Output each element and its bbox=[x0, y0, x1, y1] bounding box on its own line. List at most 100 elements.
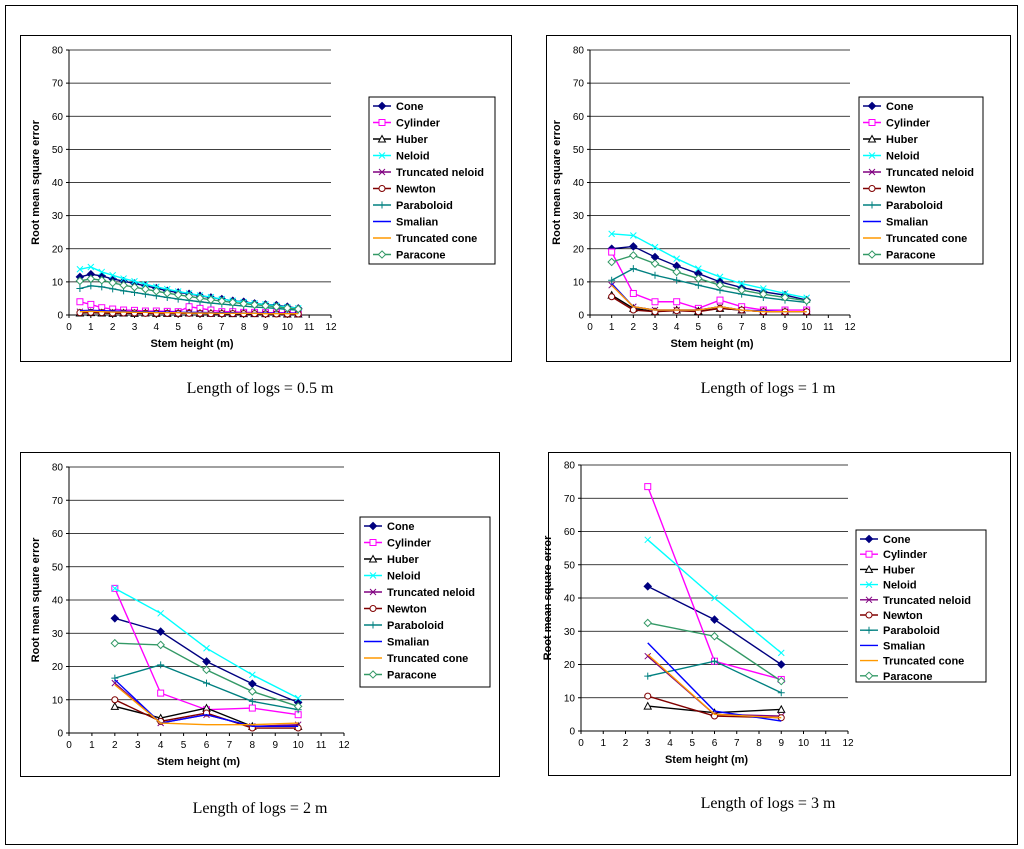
data-point-neloid bbox=[711, 594, 718, 602]
y-axis-label: Root mean square error bbox=[30, 537, 42, 662]
legend-item-smalian: Smalian bbox=[373, 217, 438, 229]
legend-item-neloid: Neloid bbox=[364, 571, 421, 583]
data-point-neloid bbox=[157, 609, 165, 617]
y-tick-label: 20 bbox=[573, 244, 585, 255]
data-point-cone bbox=[248, 679, 257, 689]
data-point-paracone bbox=[195, 293, 205, 303]
legend-label: Paracone bbox=[883, 671, 933, 683]
legend-item-cone: Cone bbox=[364, 521, 415, 533]
x-tick-label: 0 bbox=[66, 740, 72, 751]
chart-panel-3m: 0 10 20 30 40 50 60 70 80 0 1 2 3 4 5 6 7 8 9 10 11 12 Stem he… bbox=[542, 452, 1011, 776]
data-point-paracone bbox=[206, 295, 216, 305]
legend-label: Newton bbox=[886, 184, 926, 196]
y-tick-label: 80 bbox=[52, 463, 64, 474]
series-neloid bbox=[608, 230, 811, 302]
data-point-cylinder bbox=[76, 298, 84, 306]
legend-marker bbox=[378, 201, 386, 209]
legend-label: Cone bbox=[396, 101, 424, 113]
legend-label: Paraboloid bbox=[883, 625, 940, 637]
legend-item-truncated-cone: Truncated cone bbox=[860, 656, 964, 668]
y-tick-label: 50 bbox=[564, 560, 576, 571]
legend-label: Paracone bbox=[396, 250, 446, 262]
x-tick-label: 5 bbox=[696, 322, 702, 333]
chart-panel-1m: 0 10 20 30 40 50 60 70 80 0 1 2 3 4 5 6 7 8 9 10 11 12 Stem he… bbox=[546, 35, 1011, 362]
data-point-neloid bbox=[109, 271, 117, 279]
legend-marker bbox=[377, 134, 387, 143]
data-point-cone bbox=[202, 657, 211, 666]
legend-marker bbox=[865, 626, 873, 634]
legend-item-cylinder: Cylinder bbox=[364, 538, 432, 550]
data-point-paracone bbox=[184, 292, 194, 301]
legend-item-cylinder: Cylinder bbox=[863, 118, 931, 130]
legend-marker bbox=[369, 621, 377, 629]
legend-label: Huber bbox=[387, 554, 420, 566]
axes bbox=[68, 467, 344, 734]
legend-box bbox=[368, 96, 496, 265]
data-point-paracone bbox=[710, 631, 719, 641]
x-tick-label: 3 bbox=[652, 322, 658, 333]
legend-marker bbox=[369, 588, 377, 596]
legend-item-truncated-neloid: Truncated neloid bbox=[364, 587, 475, 599]
legend-item-truncated-cone: Truncated cone bbox=[863, 233, 967, 245]
legend-label: Cone bbox=[886, 101, 914, 113]
legend-marker bbox=[868, 168, 876, 176]
legend-label: Cylinder bbox=[886, 118, 931, 130]
data-point-paracone bbox=[97, 275, 107, 285]
legend-label: Cylinder bbox=[883, 549, 928, 561]
series-line-truncated-cone bbox=[79, 310, 299, 315]
legend-marker bbox=[867, 250, 877, 259]
legend-item-cone: Cone bbox=[863, 101, 914, 113]
data-point-paracone bbox=[239, 299, 248, 309]
x-tick-label: 7 bbox=[734, 738, 740, 749]
series-line-truncated-cone bbox=[114, 684, 299, 726]
x-tick-label: 6 bbox=[712, 738, 718, 749]
legend-marker bbox=[378, 119, 386, 126]
legend-label: Paraboloid bbox=[396, 200, 453, 212]
series-line-paracone bbox=[611, 254, 807, 302]
data-point-paracone bbox=[607, 257, 616, 267]
data-point-paracone bbox=[261, 301, 270, 311]
data-point-paracone bbox=[228, 298, 238, 307]
y-tick-label: 60 bbox=[52, 112, 64, 123]
x-tick-label: 3 bbox=[135, 740, 141, 751]
data-point-neloid bbox=[203, 644, 210, 652]
y-tick-label: 60 bbox=[564, 527, 576, 538]
y-tick-label: 50 bbox=[52, 145, 64, 156]
data-point-neloid bbox=[294, 694, 302, 702]
legend-item-truncated-cone: Truncated cone bbox=[373, 233, 477, 245]
x-tick-label: 6 bbox=[717, 322, 723, 333]
x-tick-label: 2 bbox=[623, 738, 629, 749]
data-point-cone bbox=[776, 660, 786, 669]
data-point-neloid bbox=[759, 285, 767, 292]
x-tick-label: 8 bbox=[756, 738, 762, 749]
legend-marker bbox=[864, 534, 874, 544]
legend-item-paraboloid: Paraboloid bbox=[364, 620, 444, 632]
data-point-neloid bbox=[248, 671, 256, 679]
data-point-neloid bbox=[629, 232, 637, 239]
series-truncated-cone bbox=[647, 654, 782, 719]
data-point-cylinder bbox=[644, 483, 652, 491]
x-tick-label: 4 bbox=[154, 322, 160, 333]
y-tick-label: 80 bbox=[52, 46, 64, 57]
y-tick-label: 50 bbox=[52, 562, 64, 573]
x-tick-label: 7 bbox=[227, 740, 233, 751]
x-tick-label: 1 bbox=[609, 322, 615, 333]
x-tick-label: 7 bbox=[739, 322, 745, 333]
legend-label: Truncated neloid bbox=[396, 167, 484, 179]
y-tick-label: 80 bbox=[573, 46, 585, 57]
x-tick-label: 11 bbox=[304, 322, 315, 333]
data-point-neloid bbox=[111, 585, 119, 592]
y-tick-label: 10 bbox=[573, 277, 585, 288]
legend-item-smalian: Smalian bbox=[863, 217, 928, 229]
data-point-cylinder bbox=[673, 298, 681, 306]
x-tick-label: 11 bbox=[316, 740, 327, 751]
x-tick-label: 10 bbox=[282, 322, 294, 333]
series-line-cylinder bbox=[611, 251, 807, 311]
legend-item-newton: Newton bbox=[373, 184, 436, 196]
data-point-paracone bbox=[629, 251, 638, 260]
data-point-paraboloid bbox=[157, 661, 165, 669]
legend-item-paraboloid: Paraboloid bbox=[863, 200, 943, 212]
data-point-cylinder bbox=[629, 289, 637, 297]
x-tick-label: 3 bbox=[132, 322, 138, 333]
